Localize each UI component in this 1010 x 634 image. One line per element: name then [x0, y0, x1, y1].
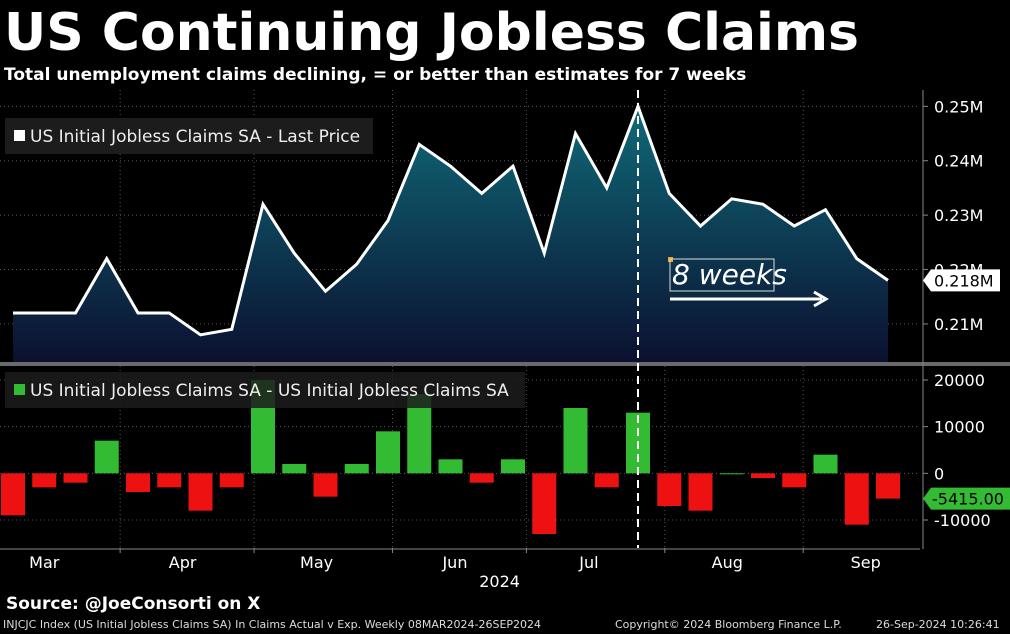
month-label: Aug: [712, 553, 743, 572]
footer-timestamp: 26-Sep-2024 10:26:41: [876, 618, 1000, 631]
bar: [844, 473, 869, 525]
bar: [751, 473, 775, 478]
bar-last-value-label: -5415.00: [932, 490, 1004, 509]
month-label: Mar: [29, 553, 60, 572]
axes: [0, 90, 1010, 553]
bar: [594, 473, 619, 488]
last-value-flag: [923, 269, 1000, 292]
y-tick-label: 10000: [934, 418, 985, 437]
area-fill: [13, 106, 888, 362]
bar: [313, 473, 338, 497]
area-series: [12, 102, 889, 362]
month-label: Jun: [441, 553, 467, 572]
bar: [563, 408, 588, 474]
month-label: Sep: [851, 553, 881, 572]
chart-subtitle: Total unemployment claims declining, = o…: [4, 65, 747, 85]
annotation-box: [669, 258, 775, 292]
legend-bottom-bg: [5, 372, 525, 408]
bar: [63, 473, 88, 483]
footer-copyright: Copyright© 2024 Bloomberg Finance L.P.: [615, 618, 842, 631]
bar: [126, 473, 150, 492]
y-tick-label: -10000: [934, 511, 991, 530]
y-tick-label: 0.23M: [934, 206, 983, 225]
bar: [32, 473, 57, 488]
bar: [219, 473, 244, 488]
chart-title: US Continuing Jobless Claims: [4, 3, 860, 63]
bar: [157, 473, 182, 488]
source-note: Source: @JoeConsorti on X: [6, 594, 261, 614]
year-label: 2024: [479, 572, 520, 591]
month-label: Jul: [578, 553, 598, 572]
bar: [657, 473, 682, 506]
bar: [688, 473, 713, 511]
y-tick-label: 0.25M: [934, 97, 983, 116]
footer-index: INJCJC Index (US Initial Jobless Claims …: [3, 618, 542, 631]
bar: [94, 440, 119, 474]
bar-last-value-flag: [923, 487, 1010, 510]
legend-bottom-swatch: [14, 384, 25, 395]
legend-top-label: US Initial Jobless Claims SA - Last Pric…: [30, 127, 360, 147]
annotation-arrowhead: [813, 290, 829, 308]
bar: [719, 473, 744, 475]
bar: [782, 473, 807, 488]
bar: [344, 464, 369, 474]
y-tick-label: 0.21M: [934, 315, 983, 334]
bar: [532, 473, 557, 534]
bar: [188, 473, 213, 511]
month-label: Apr: [169, 553, 197, 572]
bar: [376, 431, 400, 474]
last-value-label: 0.218M: [934, 271, 994, 290]
bar: [282, 464, 307, 474]
legend-bottom-label: US Initial Jobless Claims SA - US Initia…: [30, 381, 509, 401]
bar: [1, 473, 25, 516]
bar: [813, 454, 838, 474]
legend-top-swatch: [14, 130, 25, 141]
month-label: May: [300, 553, 333, 572]
bar: [876, 473, 900, 499]
y-tick-label: 20000: [934, 371, 985, 390]
y-tick-label: 0.24M: [934, 152, 983, 171]
bar: [438, 459, 463, 474]
bar: [501, 459, 525, 474]
legend-top-bg: [5, 118, 373, 154]
bar-series: [1, 380, 900, 534]
bar: [469, 473, 494, 483]
panel-divider: [0, 362, 1010, 366]
chart-canvas: 0.25M0.24M0.23M0.22M0.21M20000100000-100…: [0, 90, 1010, 591]
y-tick-label: 0: [934, 464, 944, 483]
labels: 0.25M0.24M0.23M0.22M0.21M20000100000-100…: [5, 90, 1010, 591]
annotation-text: 8 weeks: [672, 258, 787, 291]
